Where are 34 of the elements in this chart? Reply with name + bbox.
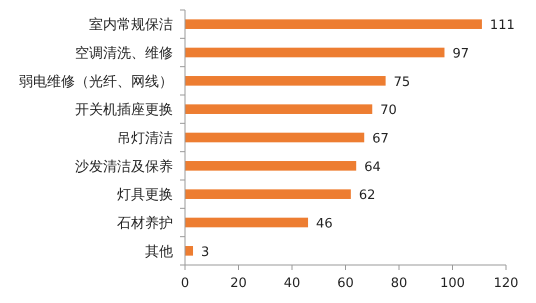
- x-tick-label: 120: [494, 276, 518, 291]
- y-tick-label: 石材养护: [117, 216, 173, 232]
- x-tick-label: 40: [284, 276, 300, 291]
- y-tick-label: 室内常规保洁: [89, 17, 173, 34]
- y-tick-label: 灯具更换: [117, 187, 173, 204]
- data-label: 64: [364, 160, 381, 175]
- x-tick-label: 20: [230, 276, 247, 291]
- bar: [185, 189, 351, 199]
- x-tick-label: 80: [390, 276, 408, 291]
- x-tick-label: 0: [180, 276, 190, 291]
- data-label: 70: [380, 103, 397, 118]
- bar: [185, 76, 386, 86]
- data-label: 75: [394, 74, 410, 90]
- y-tick-label: 沙发清洁及保养: [75, 158, 173, 175]
- bar: [185, 218, 308, 228]
- y-tick-label: 空调清洗、维修: [75, 46, 173, 62]
- x-tick-label: 60: [337, 276, 354, 291]
- bar: [185, 104, 372, 114]
- data-label: 62: [358, 188, 376, 204]
- data-label: 46: [316, 216, 333, 232]
- bar: [185, 48, 444, 58]
- data-label: 3: [201, 244, 210, 260]
- x-tick-label: 100: [440, 276, 465, 291]
- data-label: 111: [490, 18, 515, 34]
- bar: [185, 246, 194, 256]
- y-tick-label: 其他: [145, 244, 173, 260]
- y-tick-label: 开关机插座更换: [75, 102, 173, 118]
- data-label: 67: [372, 132, 389, 146]
- bar: [185, 161, 356, 171]
- y-tick-label: 弱电维修（光纤、网线）: [19, 74, 173, 90]
- data-label: 97: [452, 46, 470, 62]
- bar: [185, 19, 482, 29]
- y-tick-label: 吊灯清洁: [117, 130, 173, 146]
- bar: [185, 132, 364, 142]
